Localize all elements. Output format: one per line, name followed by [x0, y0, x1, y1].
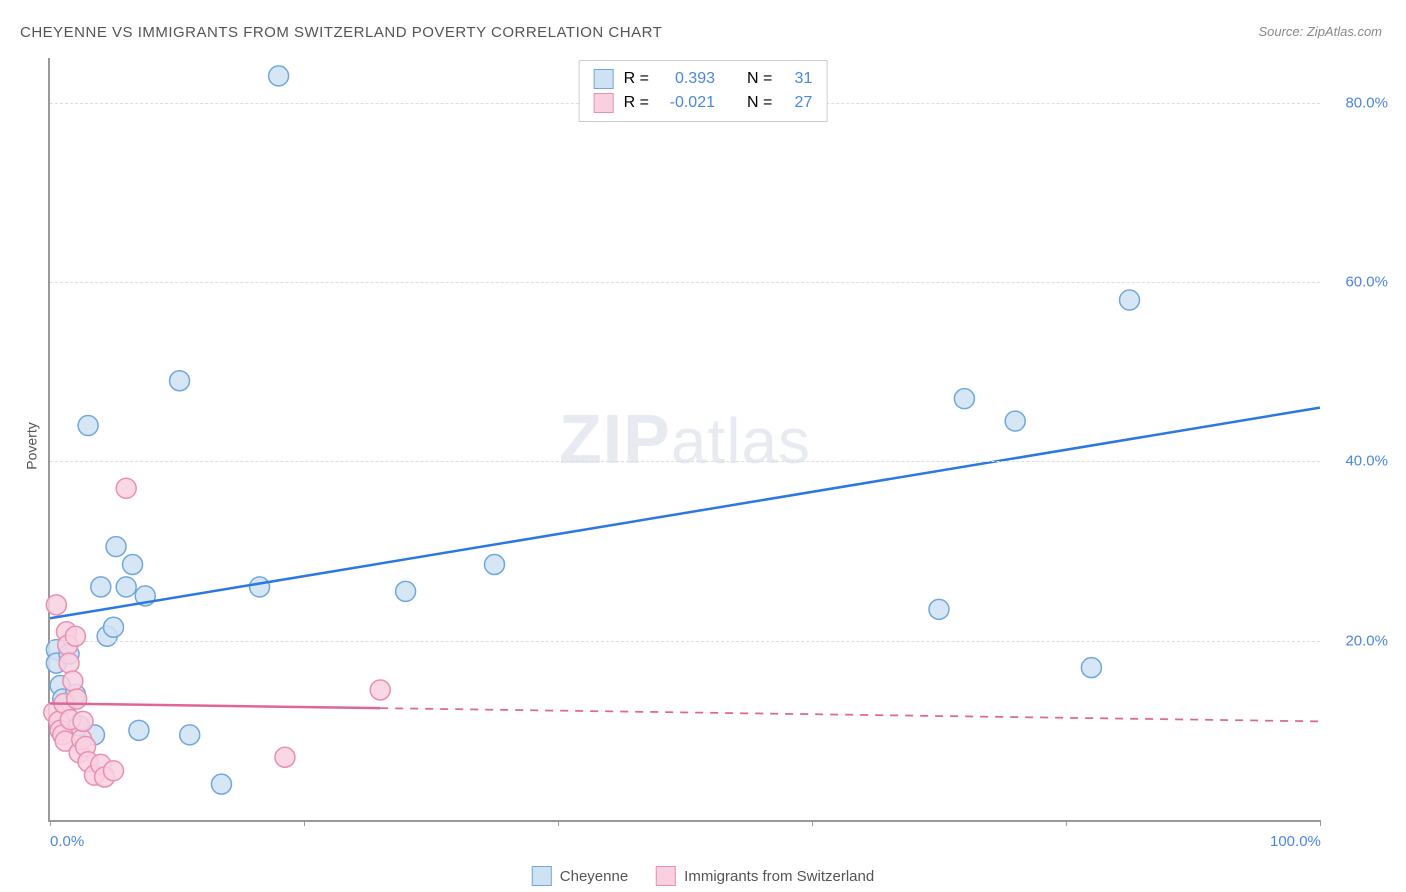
R-value-cheyenne: 0.393 [659, 70, 715, 88]
trend-line [50, 408, 1320, 619]
legend-label-swiss: Immigrants from Switzerland [684, 868, 874, 885]
data-point [73, 711, 93, 731]
data-point [123, 555, 143, 575]
plot-area: ZIPatlas 20.0%40.0%60.0%80.0%0.0%100.0% [48, 58, 1320, 822]
data-point [46, 595, 66, 615]
N-label: N = [747, 70, 772, 88]
data-point [1120, 290, 1140, 310]
y-tick-label: 20.0% [1345, 632, 1388, 649]
data-point [104, 617, 124, 637]
x-tick-label: 100.0% [1270, 833, 1321, 850]
data-point [180, 725, 200, 745]
data-point [485, 555, 505, 575]
data-point [59, 653, 79, 673]
N-label: N = [747, 94, 772, 112]
data-point [929, 599, 949, 619]
data-point [211, 774, 231, 794]
data-point [1005, 411, 1025, 431]
correlation-legend: R = 0.393 N = 31 R = -0.021 N = 27 [579, 60, 828, 122]
data-point [63, 671, 83, 691]
R-label: R = [624, 70, 649, 88]
data-point [954, 389, 974, 409]
chart-svg [50, 58, 1320, 820]
legend-swatch-blue [594, 69, 614, 89]
R-label: R = [624, 94, 649, 112]
N-value-cheyenne: 31 [782, 70, 812, 88]
data-point [170, 371, 190, 391]
data-point [91, 577, 111, 597]
data-point [78, 416, 98, 436]
trend-line [50, 703, 380, 708]
y-tick-label: 60.0% [1345, 274, 1388, 291]
legend-item-swiss: Immigrants from Switzerland [656, 866, 874, 886]
y-tick-label: 40.0% [1345, 453, 1388, 470]
legend-swatch-pink [656, 866, 676, 886]
source-attribution: Source: ZipAtlas.com [1258, 24, 1382, 39]
data-point [106, 537, 126, 557]
data-point [116, 478, 136, 498]
legend-row-swiss: R = -0.021 N = 27 [594, 91, 813, 115]
legend-swatch-blue [532, 866, 552, 886]
y-axis-label: Poverty [24, 422, 40, 469]
data-point [67, 689, 87, 709]
y-tick-label: 80.0% [1345, 94, 1388, 111]
data-point [269, 66, 289, 86]
data-point [396, 581, 416, 601]
legend-label-cheyenne: Cheyenne [560, 868, 628, 885]
data-point [65, 626, 85, 646]
data-point [104, 761, 124, 781]
R-value-swiss: -0.021 [659, 94, 715, 112]
data-point [116, 577, 136, 597]
trend-line-dashed [380, 708, 1320, 721]
N-value-swiss: 27 [782, 94, 812, 112]
legend-row-cheyenne: R = 0.393 N = 31 [594, 67, 813, 91]
legend-item-cheyenne: Cheyenne [532, 866, 628, 886]
x-tick-label: 0.0% [50, 833, 84, 850]
data-point [250, 577, 270, 597]
data-point [1081, 658, 1101, 678]
data-point [129, 720, 149, 740]
legend-swatch-pink [594, 93, 614, 113]
series-legend: Cheyenne Immigrants from Switzerland [532, 866, 874, 886]
chart-title: CHEYENNE VS IMMIGRANTS FROM SWITZERLAND … [20, 24, 662, 41]
data-point [275, 747, 295, 767]
data-point [370, 680, 390, 700]
